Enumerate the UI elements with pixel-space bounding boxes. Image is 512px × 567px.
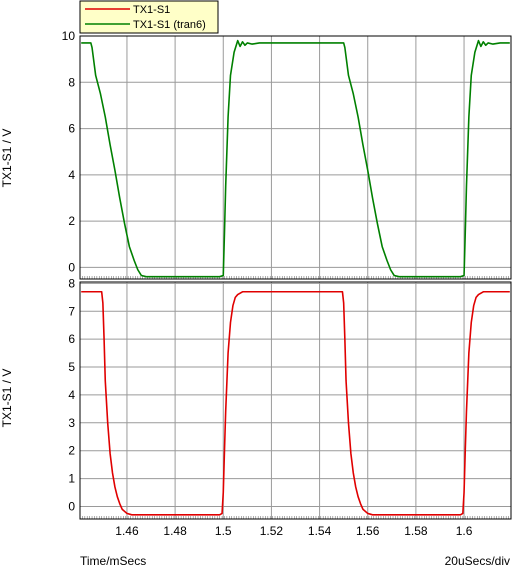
bottom-y-tick-label: 8 bbox=[68, 276, 75, 290]
top-y-tick-label: 0 bbox=[68, 260, 75, 274]
bottom-panel: 0 1 2 3 4 5 6 7 8 1.46 1.48 1.5 1.52 1.54 1.56 1.58 1.6 bbox=[68, 276, 512, 538]
bottom-y-tick-label: 6 bbox=[68, 332, 75, 346]
x-tick-label: 1.48 bbox=[163, 524, 187, 538]
bottom-series-line bbox=[81, 290, 510, 516]
bottom-y-axis-label: TX1-S1 / V bbox=[0, 369, 14, 428]
bottom-y-tick-label: 1 bbox=[68, 472, 75, 486]
bottom-y-tick-label: 7 bbox=[68, 304, 75, 318]
bottom-y-tick-label: 2 bbox=[68, 444, 75, 458]
top-y-tick-label: 10 bbox=[62, 29, 76, 43]
bottom-y-tick-label: 3 bbox=[68, 416, 75, 430]
top-plot-frame bbox=[79, 35, 512, 280]
x-axis-label: Time/mSecs bbox=[80, 554, 146, 567]
legend: TX1-S1 TX1-S1 (tran6) bbox=[79, 0, 219, 34]
x-tick-label: 1.56 bbox=[356, 524, 380, 538]
top-series-line bbox=[81, 39, 510, 278]
x-tick-label: 1.58 bbox=[404, 524, 428, 538]
top-panel: 0 2 4 6 8 10 bbox=[62, 29, 512, 280]
top-y-tick-label: 6 bbox=[68, 122, 75, 136]
legend-label-0: TX1-S1 bbox=[133, 4, 170, 16]
bottom-y-tick-label: 0 bbox=[68, 499, 75, 513]
legend-box bbox=[79, 0, 219, 34]
top-y-tick-label: 4 bbox=[68, 168, 75, 182]
x-tick-label: 1.54 bbox=[308, 524, 332, 538]
top-y-axis-label: TX1-S1 / V bbox=[0, 129, 14, 188]
x-tick-label: 1.52 bbox=[260, 524, 284, 538]
x-tick-label: 1.5 bbox=[215, 524, 232, 538]
top-y-tick-label: 2 bbox=[68, 214, 75, 228]
bottom-y-tick-label: 4 bbox=[68, 388, 75, 402]
x-scale-label: 20uSecs/div bbox=[445, 554, 510, 567]
bottom-y-tick-label: 5 bbox=[68, 360, 75, 374]
x-tick-label: 1.46 bbox=[115, 524, 139, 538]
top-y-tick-label: 8 bbox=[68, 75, 75, 89]
x-tick-label: 1.6 bbox=[456, 524, 473, 538]
legend-label-1: TX1-S1 (tran6) bbox=[133, 19, 206, 31]
bottom-plot-frame bbox=[79, 281, 512, 520]
